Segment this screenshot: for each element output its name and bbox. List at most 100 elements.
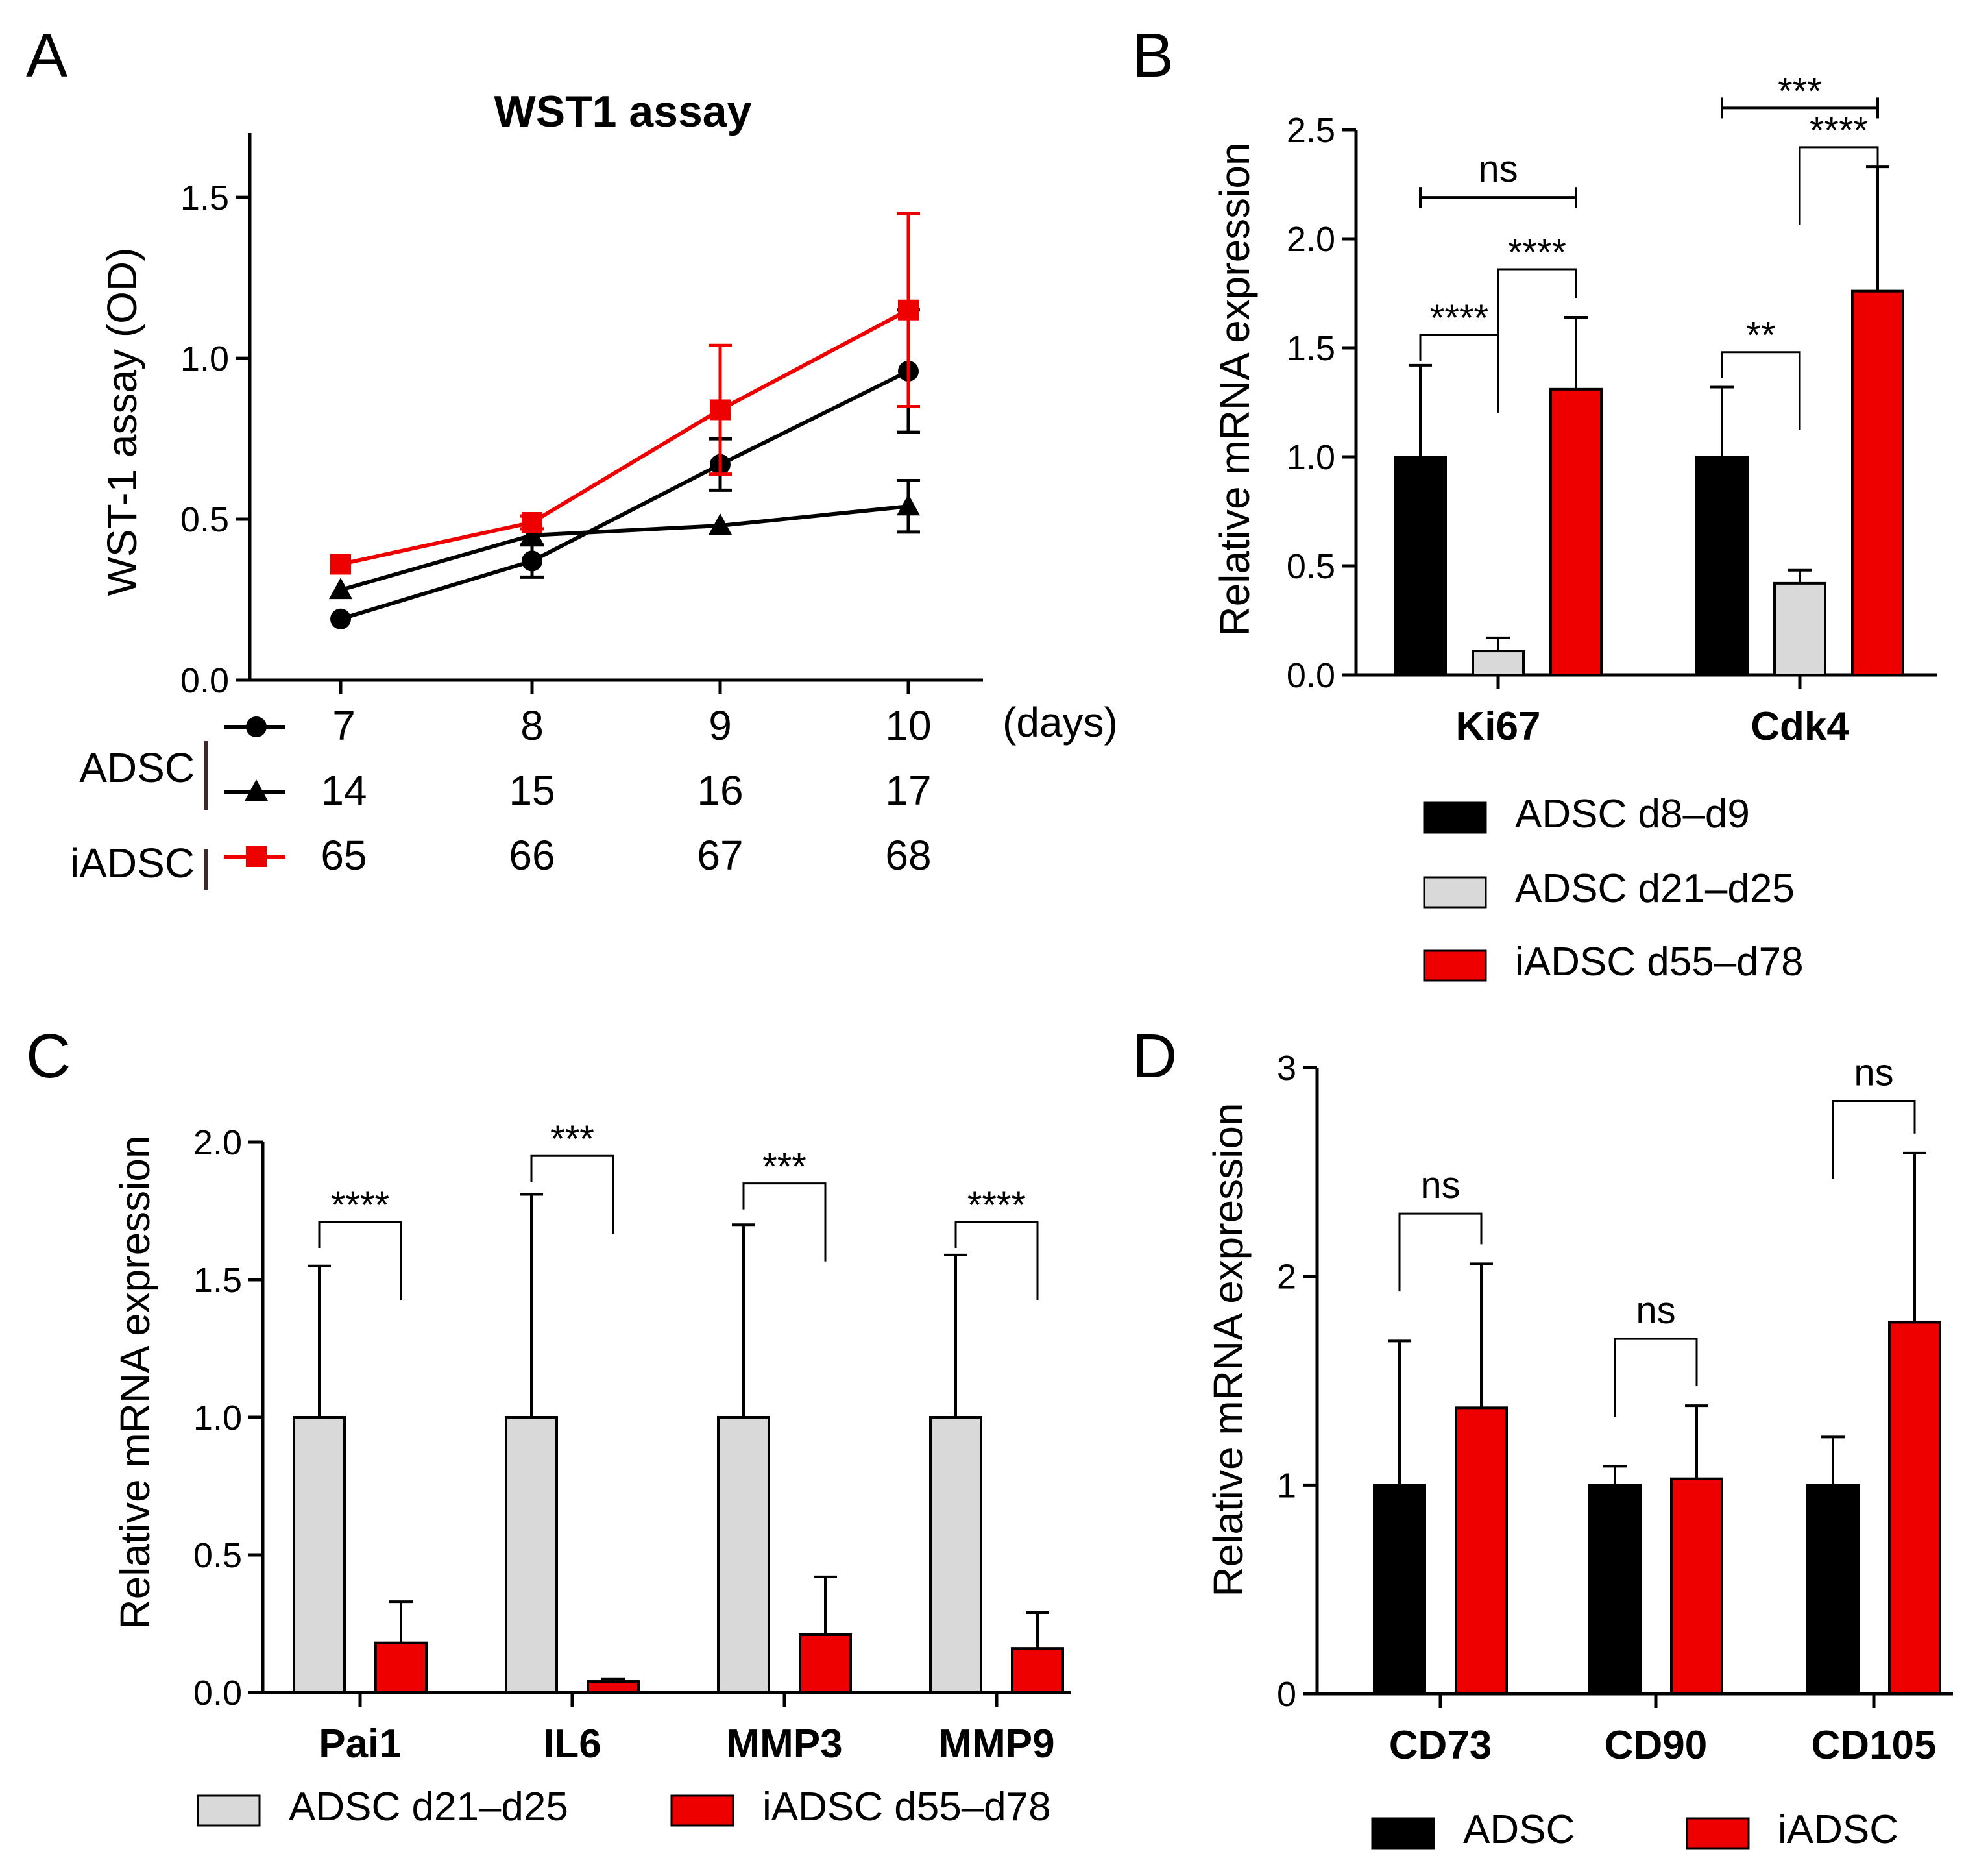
significance-label: ns	[1854, 1051, 1893, 1093]
bar	[1472, 650, 1525, 676]
significance-label: ***	[550, 1118, 594, 1160]
panel-letter-d: D	[1132, 1021, 1177, 1091]
significance-label: ****	[967, 1184, 1026, 1227]
significance-label: ns	[1420, 1164, 1460, 1206]
y-tick-label: 0.0	[180, 661, 229, 700]
panel-a-title: WST1 assay	[494, 87, 752, 136]
y-tick-label: 0.0	[1287, 656, 1335, 695]
y-tick-label: 0.5	[193, 1536, 242, 1575]
line-circle-series	[340, 369, 910, 621]
legend-swatch	[1371, 1817, 1435, 1850]
legend-swatch	[1423, 801, 1487, 834]
bar	[929, 1416, 982, 1694]
panel-letter-a: A	[26, 21, 67, 90]
day-label: 65	[321, 832, 367, 879]
y-tick-label: 0	[1277, 1675, 1296, 1714]
x-category-label: MMP9	[938, 1722, 1054, 1766]
significance-bracket	[742, 1182, 827, 1262]
bar	[717, 1416, 770, 1694]
data-point-triangle	[709, 513, 732, 535]
day-label: 66	[509, 832, 555, 879]
panel-d-y-axis-label: Relative mRNA expression	[1205, 1103, 1252, 1596]
bar	[1011, 1647, 1064, 1694]
day-label: 7	[332, 702, 356, 749]
group-label-adsc: ADSC	[79, 744, 195, 791]
significance-bracket	[530, 1154, 614, 1234]
panel-a-y-axis-label: WST-1 assay (OD)	[99, 248, 145, 596]
significance-bracket	[318, 1221, 402, 1300]
legend-label: ADSC	[1463, 1807, 1575, 1852]
bar	[1549, 387, 1603, 677]
panel-a-day-table: 7 8 9 10 14 15 16 17 65 66 67 68	[224, 702, 932, 879]
legend-label: ADSC d21–d25	[1515, 866, 1795, 911]
day-label: 14	[321, 767, 367, 814]
bar	[1373, 1484, 1426, 1695]
y-tick-label: 2.5	[1287, 111, 1335, 150]
significance-bracket	[1419, 334, 1499, 413]
day-label: 68	[885, 832, 931, 879]
x-category-label: Cdk4	[1751, 704, 1849, 749]
legend-swatch	[1423, 876, 1487, 909]
line-triangle-series	[340, 504, 909, 592]
day-label: 16	[697, 767, 743, 814]
x-category-label: IL6	[543, 1722, 601, 1766]
day-label: 9	[709, 702, 732, 749]
panel-letter-c: C	[26, 1021, 71, 1091]
panel-b-y-axis-label: Relative mRNA expression	[1211, 142, 1258, 636]
significance-label: ****	[1810, 110, 1868, 152]
legend-label: iADSC d55–d78	[1515, 940, 1804, 984]
legend-label: iADSC d55–d78	[762, 1785, 1051, 1829]
data-point-circle	[522, 550, 542, 572]
legend-swatch	[670, 1794, 734, 1827]
bar	[1806, 1484, 1860, 1695]
y-tick-label: 3	[1277, 1049, 1296, 1088]
panel-c: C Relative mRNA expression 0.0 0.5 1.0 1.5 2…	[26, 1021, 1071, 1829]
y-tick-label: 2.0	[193, 1123, 242, 1162]
panel-d: D Relative mRNA expression 0 1 2 3 CD73 CD90 C…	[1132, 1021, 1953, 1852]
y-tick-label: 1.5	[1287, 329, 1335, 368]
significance-label: ns	[1636, 1289, 1675, 1332]
panel-c-y-axis-label: Relative mRNA expression	[112, 1135, 158, 1629]
data-point-circle	[330, 608, 351, 629]
data-point-triangle	[329, 578, 352, 600]
x-category-label: CD73	[1389, 1723, 1492, 1768]
significance-bracket	[1832, 1099, 1916, 1179]
panel-letter-b: B	[1132, 21, 1174, 90]
bar	[1394, 456, 1447, 676]
significance-label: ***	[762, 1146, 806, 1188]
significance-bracket	[1721, 351, 1801, 430]
data-point-square	[898, 299, 919, 321]
y-tick-label: 0.5	[1287, 547, 1335, 586]
panel-a-axes	[248, 133, 983, 694]
legend-label: iADSC	[1778, 1807, 1898, 1852]
legend-swatch	[1686, 1817, 1750, 1850]
bar	[1670, 1477, 1723, 1696]
day-label: 17	[885, 767, 931, 814]
panel-d-legend: ADSC iADSC	[1371, 1807, 1898, 1852]
bar	[1695, 456, 1749, 676]
legend-marker-square	[246, 846, 267, 867]
panel-a-x-axis-label: (days)	[1002, 699, 1118, 746]
x-category-label: CD90	[1605, 1723, 1708, 1768]
data-point-square	[522, 512, 542, 533]
panel-c-legend: ADSC d21–d25 iADSC d55–d78	[197, 1785, 1051, 1829]
bar	[505, 1416, 558, 1694]
line-square-series	[340, 308, 910, 567]
x-category-label: Pai1	[319, 1722, 402, 1766]
x-category-label: MMP3	[726, 1722, 842, 1766]
bar	[1888, 1321, 1941, 1695]
panel-a-series	[329, 212, 920, 629]
significance-bracket	[1614, 1338, 1698, 1417]
day-label: 10	[885, 702, 931, 749]
significance-label: **	[1746, 315, 1775, 357]
data-point-triangle	[520, 522, 544, 544]
panel-b: B Relative mRNA expression 0.0 0.5 1.0 1.5 2…	[1132, 21, 1937, 984]
data-point-square	[330, 554, 351, 575]
y-tick-label: 1.0	[1287, 438, 1335, 477]
legend-marker-circle	[246, 716, 267, 737]
significance-bracket	[1799, 146, 1879, 225]
significance-label: ****	[1508, 232, 1566, 274]
bar	[293, 1416, 346, 1694]
